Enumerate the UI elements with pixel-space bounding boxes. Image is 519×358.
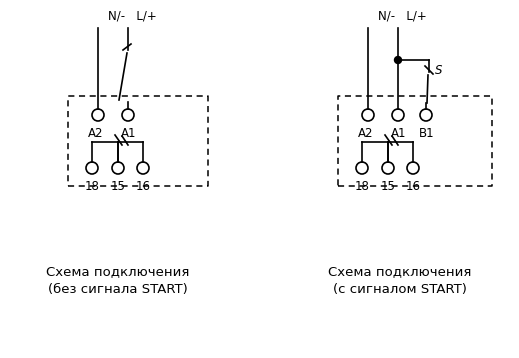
Text: A2: A2: [358, 127, 374, 140]
Text: S: S: [435, 63, 443, 77]
Text: A1: A1: [391, 127, 407, 140]
Text: A2: A2: [88, 127, 104, 140]
Text: N/-   L/+: N/- L/+: [378, 10, 427, 23]
Text: Схема подключения: Схема подключения: [46, 266, 189, 279]
Text: Схема подключения: Схема подключения: [329, 266, 472, 279]
Text: 15: 15: [380, 180, 395, 193]
Text: B1: B1: [419, 127, 435, 140]
Text: 16: 16: [405, 180, 420, 193]
Circle shape: [394, 57, 402, 63]
Text: 15: 15: [111, 180, 126, 193]
Text: A1: A1: [121, 127, 136, 140]
Text: 18: 18: [354, 180, 370, 193]
Text: 16: 16: [135, 180, 151, 193]
Text: (без сигнала START): (без сигнала START): [48, 284, 188, 296]
Text: (с сигналом START): (с сигналом START): [333, 284, 467, 296]
Text: 18: 18: [85, 180, 100, 193]
Text: N/-   L/+: N/- L/+: [108, 10, 157, 23]
